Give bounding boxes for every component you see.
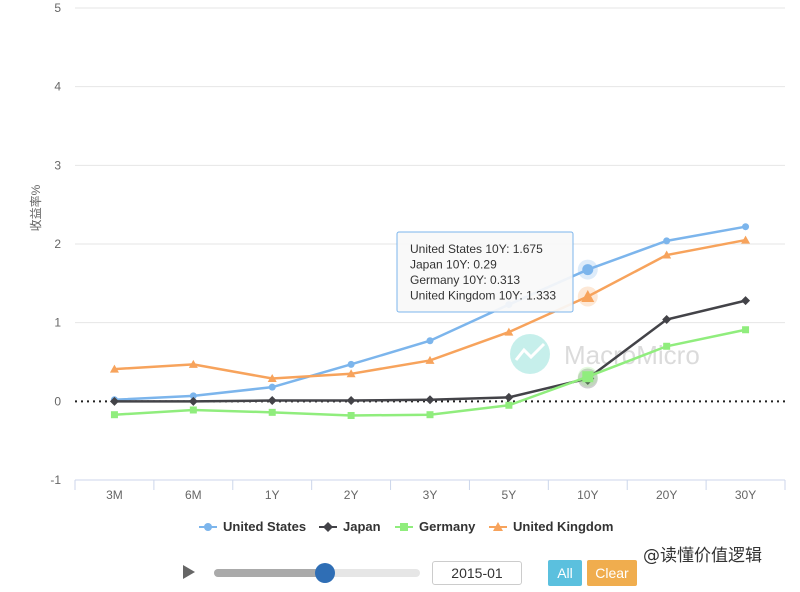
japan-point	[267, 396, 277, 406]
x-tick-label: 20Y	[656, 488, 677, 502]
play-icon[interactable]	[183, 565, 195, 579]
x-tick-label: 5Y	[502, 488, 517, 502]
triangle-marker-icon	[489, 521, 507, 531]
legend-item-germany[interactable]: Germany	[395, 519, 475, 534]
tooltip-line: United States 10Y: 1.675	[410, 242, 543, 256]
x-tick-label: 10Y	[577, 488, 598, 502]
japan-point	[662, 315, 672, 325]
germany-point	[110, 411, 118, 419]
united-states-point	[189, 392, 197, 400]
germany-point	[663, 342, 671, 350]
united-kingdom-point	[425, 355, 435, 364]
united-states-point	[268, 383, 276, 391]
y-tick-label: 2	[54, 237, 61, 251]
germany-point	[268, 408, 276, 416]
japan-point	[504, 392, 514, 402]
slider-fill	[214, 569, 326, 577]
tooltip-box	[396, 231, 574, 313]
y-tick-label: 4	[54, 80, 61, 94]
japan-point	[425, 395, 435, 405]
time-controls: 2015-01 All Clear	[0, 556, 800, 592]
chart-legend: United States Japan Germany United Kingd…	[0, 519, 800, 539]
united-states-point	[426, 337, 434, 345]
legend-item-japan[interactable]: Japan	[319, 519, 381, 534]
germany-point	[426, 411, 434, 419]
germany-point	[742, 326, 750, 334]
credit-watermark: @读懂价值逻辑	[643, 546, 762, 566]
y-tick-label: 0	[54, 394, 61, 408]
united-kingdom-point	[188, 359, 198, 368]
united-kingdom-point	[267, 374, 277, 383]
legend-item-united-kingdom[interactable]: United Kingdom	[489, 519, 613, 534]
square-marker-icon	[395, 522, 413, 531]
date-field[interactable]: 2015-01	[432, 561, 522, 585]
legend-label: United Kingdom	[513, 519, 614, 534]
germany-point	[347, 411, 355, 419]
y-tick-label: 1	[54, 316, 61, 330]
united-states-point	[663, 237, 671, 245]
x-tick-label: 3Y	[423, 488, 438, 502]
tooltip-line: United Kingdom 10Y: 1.333	[410, 289, 556, 303]
x-tick-label: 6M	[185, 488, 202, 502]
all-button[interactable]: All	[548, 560, 582, 586]
united-states-point	[582, 264, 594, 276]
y-tick-label: -1	[50, 473, 61, 487]
x-tick-label: 2Y	[344, 488, 359, 502]
tooltip-line: Japan 10Y: 0.29	[410, 258, 497, 272]
united-kingdom-point	[504, 327, 514, 336]
legend-item-united-states[interactable]: United States	[199, 519, 306, 534]
germany-point	[582, 371, 594, 383]
germany-point	[505, 401, 513, 409]
clear-button[interactable]: Clear	[587, 560, 637, 586]
united-kingdom-point	[346, 369, 356, 378]
united-kingdom-point	[109, 364, 119, 373]
united-states-point	[742, 223, 750, 231]
legend-label: Japan	[343, 519, 381, 534]
japan-point	[346, 396, 356, 406]
x-tick-label: 3M	[106, 488, 123, 502]
diamond-marker-icon	[319, 521, 337, 532]
macromicro-logo: MacroMicro	[510, 334, 700, 374]
united-kingdom-point	[581, 289, 595, 302]
united-kingdom-point	[662, 250, 672, 259]
date-slider[interactable]	[214, 563, 420, 583]
y-axis-title: 收益率%	[28, 184, 43, 231]
circle-marker-icon	[199, 522, 217, 531]
slider-handle[interactable]	[315, 563, 336, 583]
y-tick-label: 5	[54, 1, 61, 15]
japan-point	[188, 396, 198, 406]
united-kingdom-point	[741, 235, 751, 244]
germany-point	[189, 406, 197, 414]
japan-point	[741, 296, 751, 306]
legend-label: Germany	[419, 519, 476, 534]
x-tick-label: 1Y	[265, 488, 280, 502]
y-tick-label: 3	[54, 158, 61, 172]
united-states-point	[347, 360, 355, 368]
legend-label: United States	[223, 519, 307, 534]
tooltip-line: Germany 10Y: 0.313	[410, 273, 520, 287]
japan-point	[109, 396, 119, 406]
x-tick-label: 30Y	[735, 488, 756, 502]
